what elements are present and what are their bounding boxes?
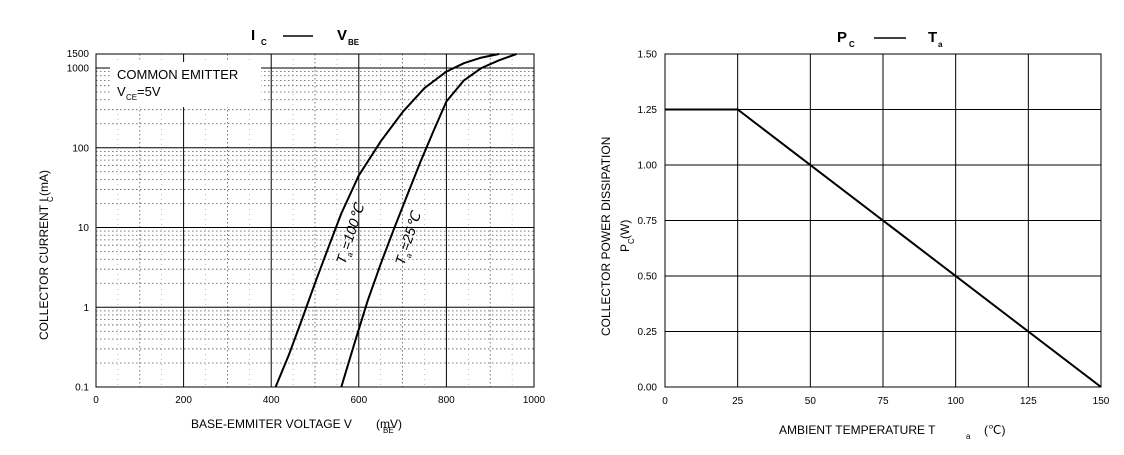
pc-ta-y-tick-label: 0.50 [638,272,658,283]
ic-vbe-y-tick-label: 1500 [67,49,90,60]
pc-ta-y-axis-label2: P C (W) [618,220,636,252]
ic-vbe-y-tick-label: 0.1 [75,383,89,394]
ic-vbe-title: I C V BE [251,27,360,47]
ic-vbe-title-main: I [251,27,255,44]
ic-vbe-plot-frame [95,53,535,388]
ic-vbe-x-tick-label: 200 [175,395,192,406]
pc-ta-plot-frame [664,53,1102,388]
pc-ta-x-tick-label: 125 [1020,396,1037,407]
ic-vbe-curves [274,53,517,388]
annotation-background [110,62,261,107]
ic-vbe-x-ticks: 0 200 400 600 800 1000 [93,395,545,406]
pc-ta-x-tick-label: 0 [662,396,668,407]
ic-vbe-y-tick-label: 10 [78,223,90,234]
pc-ta-y-tick-label: 0.00 [638,383,658,394]
ic-vbe-x-tick-label: 1000 [523,395,546,406]
annotation-line1: COMMON EMITTER [117,67,238,82]
pc-ta-title-vs: T [928,29,937,46]
pc-ta-x-tick-label: 150 [1093,396,1110,407]
pc-ta-y-ticks: 0.00 0.25 0.50 0.75 1.00 1.25 1.50 [638,50,658,394]
ic-vbe-x-tick-label: 400 [263,395,280,406]
pc-ta-y-tick-label: 0.75 [638,216,658,227]
ic-vbe-title-main-sub: C [261,38,267,47]
pc-ta-x-tick-label: 50 [805,396,817,407]
pc-ta-x-axis-label: AMBIENT TEMPERATURE T a (℃) [779,423,1005,441]
ic-vbe-ylabel-prefix: COLLECTOR CURRENT I [37,198,51,340]
curve-label-25-sub: a [404,252,414,260]
pc-ta-curves [665,108,1102,388]
pc-ta-xlabel-sub: a [966,432,971,441]
annotation-line2-suffix: =5V [137,84,161,99]
pc-ta-x-tick-label: 75 [877,396,889,407]
ic-vbe-y-axis-label: COLLECTOR CURRENT I C (mA) [37,170,55,340]
ic-vbe-xlabel-sub: BE [383,426,394,435]
ic-vbe-title-vs-sub: BE [348,38,360,47]
pc-ta-xlabel-unit: (℃) [984,423,1005,437]
pc-ta-x-tick-label: 100 [947,396,964,407]
ic-vbe-series-1-line [340,53,517,388]
annotation-line2-prefix: V [117,84,126,99]
ic-vbe-chart: I C V BE COMMON EMITTER V CE =5V T a =10… [37,27,546,435]
ic-vbe-series-0-line [274,53,500,388]
pc-ta-title-main: P [837,29,847,46]
ic-vbe-title-vs: V [337,27,347,44]
curve-label-100-sub: a [345,251,355,259]
ic-vbe-xlabel-unit: (mV) [376,417,402,431]
ic-vbe-x-tick-label: 0 [93,395,99,406]
common-emitter-annotation: COMMON EMITTER V CE =5V [110,62,261,107]
ic-vbe-y-tick-label: 100 [72,143,89,154]
pc-ta-y-tick-label: 0.25 [638,327,658,338]
pc-ta-derating-line [665,108,1102,388]
ic-vbe-ylabel-unit: (mA) [37,170,51,196]
curve-label-100: T a =100℃ [333,200,368,266]
pc-ta-y-tick-label: 1.25 [638,105,658,116]
pc-ta-y-tick-label: 1.00 [638,161,658,172]
pc-ta-y-tick-label: 1.50 [638,50,658,61]
ic-vbe-y-tick-label: 1000 [67,64,90,75]
pc-ta-title-main-sub: C [849,40,855,49]
curve-label-100-suffix: =100℃ [337,200,368,252]
pc-ta-xlabel-prefix: AMBIENT TEMPERATURE T [779,423,936,437]
ic-vbe-x-axis-label: BASE-EMMITER VOLTAGE V BE (mV) [191,417,402,435]
pc-ta-ylabel-prefix: COLLECTOR POWER DISSIPATION [599,137,613,336]
ic-vbe-x-tick-label: 600 [350,395,367,406]
annotation-line2-sub: CE [126,93,137,102]
curve-label-25: T a =25℃ [392,208,425,267]
pc-ta-ylabel2-sub: C [627,238,636,244]
ic-vbe-y-tick-label: 1 [83,303,89,314]
pc-ta-title: P C T a [837,29,943,49]
ic-vbe-xlabel-prefix: BASE-EMMITER VOLTAGE V [191,417,352,431]
pc-ta-ylabel2-prefix: P [618,244,632,252]
pc-ta-chart: P C T a 0 25 50 75 100 125 150 0.00 0.25 0.50 0.7… [599,29,1110,441]
pc-ta-title-vs-sub: a [938,40,943,49]
pc-ta-x-ticks: 0 25 50 75 100 125 150 [662,396,1110,407]
ic-vbe-y-ticks: 0.1 1 10 100 1000 1500 [67,49,90,394]
pc-ta-x-tick-label: 25 [732,396,744,407]
pc-ta-y-axis-label: COLLECTOR POWER DISSIPATION [599,137,613,336]
pc-ta-ylabel2-unit: (W) [618,220,632,239]
ic-vbe-ylabel-sub: C [46,196,55,202]
ic-vbe-x-tick-label: 800 [438,395,455,406]
